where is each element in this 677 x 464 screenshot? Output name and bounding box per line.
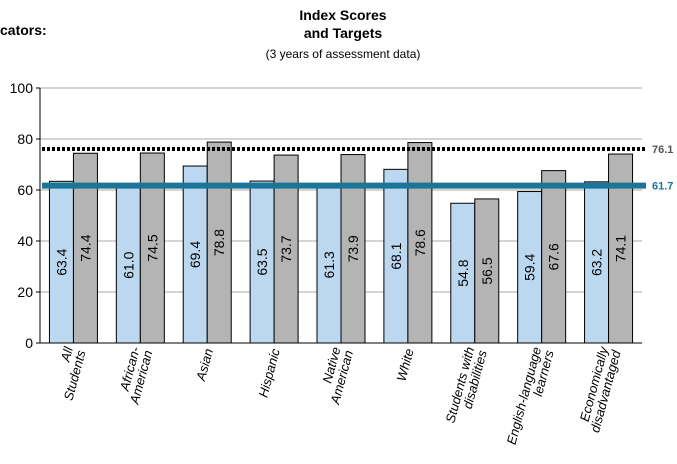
chart-title-line-1: Index Scores bbox=[299, 7, 387, 23]
bar-value-label: 63.4 bbox=[53, 248, 69, 275]
bar-value-label: 59.4 bbox=[522, 253, 538, 280]
bar-series-1 bbox=[182, 165, 208, 344]
x-category-label: White bbox=[394, 347, 417, 383]
y-tick-label: 0 bbox=[25, 335, 33, 351]
bar-value-label: 78.6 bbox=[412, 229, 428, 256]
y-tick-label: 80 bbox=[17, 131, 33, 147]
bar-value-label: 61.0 bbox=[120, 251, 136, 278]
partial-heading: cators: bbox=[0, 22, 47, 38]
bar-series-1 bbox=[584, 181, 610, 344]
y-tick-label: 60 bbox=[17, 182, 33, 198]
bar-value-label: 73.9 bbox=[345, 235, 361, 262]
reference-line-label: 76.1 bbox=[652, 144, 673, 156]
x-category-label: African-American bbox=[116, 345, 155, 407]
bar-series-2 bbox=[541, 170, 567, 344]
chart-title-line-2: and Targets bbox=[303, 25, 383, 41]
y-tick-label: 20 bbox=[17, 284, 33, 300]
x-category-label-line: All bbox=[57, 344, 76, 364]
bar-series-1 bbox=[115, 186, 141, 344]
bar-value-label: 68.1 bbox=[388, 242, 404, 269]
bar-series-2 bbox=[474, 198, 500, 344]
bar-value-label: 74.5 bbox=[144, 234, 160, 261]
bar-series-1 bbox=[450, 202, 476, 344]
bar-value-label: 74.1 bbox=[613, 235, 629, 262]
x-category-label: Asian bbox=[193, 347, 216, 383]
bar-value-label: 69.4 bbox=[187, 241, 203, 268]
bar-value-label: 73.7 bbox=[278, 235, 294, 262]
bar-series-2 bbox=[206, 141, 232, 344]
bar-series-1 bbox=[383, 168, 409, 344]
bar-value-label: 67.6 bbox=[546, 243, 562, 270]
x-category-label-line: Hispanic bbox=[255, 346, 283, 399]
bar-value-label: 63.2 bbox=[589, 249, 605, 276]
bar-value-label: 61.3 bbox=[321, 251, 337, 278]
bar-value-label: 74.4 bbox=[77, 234, 93, 261]
bar-value-label: 56.5 bbox=[479, 257, 495, 284]
x-category-label-line: Asian bbox=[193, 347, 216, 383]
bar-value-label: 78.8 bbox=[211, 229, 227, 256]
x-category-label-line: White bbox=[394, 347, 417, 383]
y-tick-label: 40 bbox=[17, 233, 33, 249]
chart-subtitle: (3 years of assessment data) bbox=[265, 47, 421, 61]
y-tick-label: 100 bbox=[10, 80, 34, 96]
bar-value-label: 63.5 bbox=[254, 248, 270, 275]
reference-line-label: 61.7 bbox=[652, 181, 673, 193]
bar-series-1 bbox=[249, 180, 275, 344]
bar-series-1 bbox=[517, 191, 543, 344]
x-category-label: Hispanic bbox=[255, 346, 283, 399]
bar-series-2 bbox=[407, 142, 433, 344]
bar-value-label: 54.8 bbox=[455, 259, 471, 286]
